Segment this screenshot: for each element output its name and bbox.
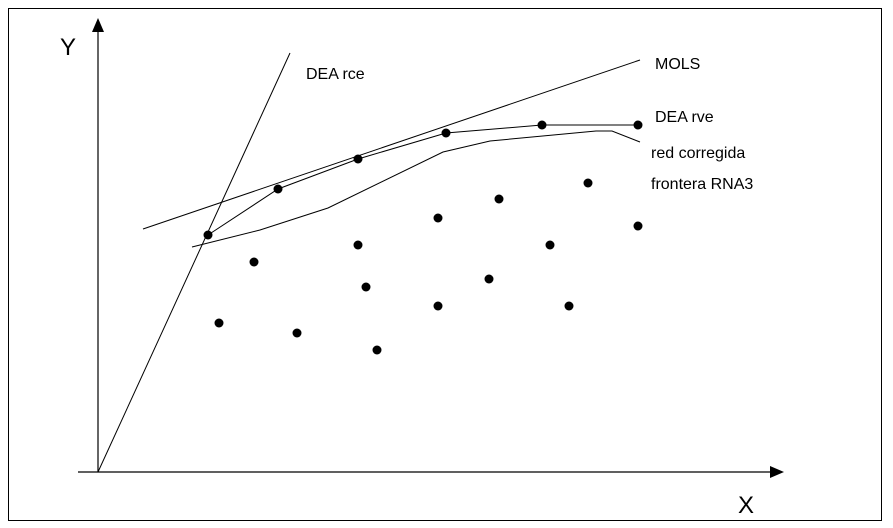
- label-frontera-rna3: frontera RNA3: [651, 176, 753, 193]
- data-point: [545, 240, 555, 250]
- points-layer: [203, 120, 643, 355]
- data-point: [292, 328, 302, 338]
- data-point: [372, 345, 382, 355]
- label-red-corregida: red corregida: [651, 145, 745, 162]
- label-mols: MOLS: [655, 56, 700, 73]
- data-point: [441, 128, 451, 138]
- series-line-mols: [142, 59, 641, 230]
- data-point: [353, 154, 363, 164]
- series-line-frontera-rna3: [191, 130, 641, 248]
- data-point: [249, 257, 259, 267]
- data-point: [361, 282, 371, 292]
- data-point: [353, 240, 363, 250]
- data-point: [633, 120, 643, 130]
- series-line-dea-rce: [97, 52, 291, 473]
- label-dea-rve: DEA rve: [655, 109, 714, 126]
- data-point: [633, 221, 643, 231]
- x-axis-arrow: [770, 466, 784, 478]
- data-point: [203, 230, 213, 240]
- y-axis-arrow: [92, 18, 104, 32]
- data-point: [433, 213, 443, 223]
- data-point: [564, 301, 574, 311]
- data-point: [583, 178, 593, 188]
- y-axis-label: Y: [60, 34, 76, 61]
- label-dea-rce: DEA rce: [306, 66, 365, 83]
- data-point: [494, 194, 504, 204]
- outer-border: [8, 8, 882, 521]
- data-point: [273, 184, 283, 194]
- series-line-dea-rve: [207, 124, 638, 236]
- x-axis-label: X: [738, 492, 754, 519]
- series-layer: [97, 52, 641, 473]
- data-point: [484, 274, 494, 284]
- data-point: [433, 301, 443, 311]
- data-point: [537, 120, 547, 130]
- data-point: [214, 318, 224, 328]
